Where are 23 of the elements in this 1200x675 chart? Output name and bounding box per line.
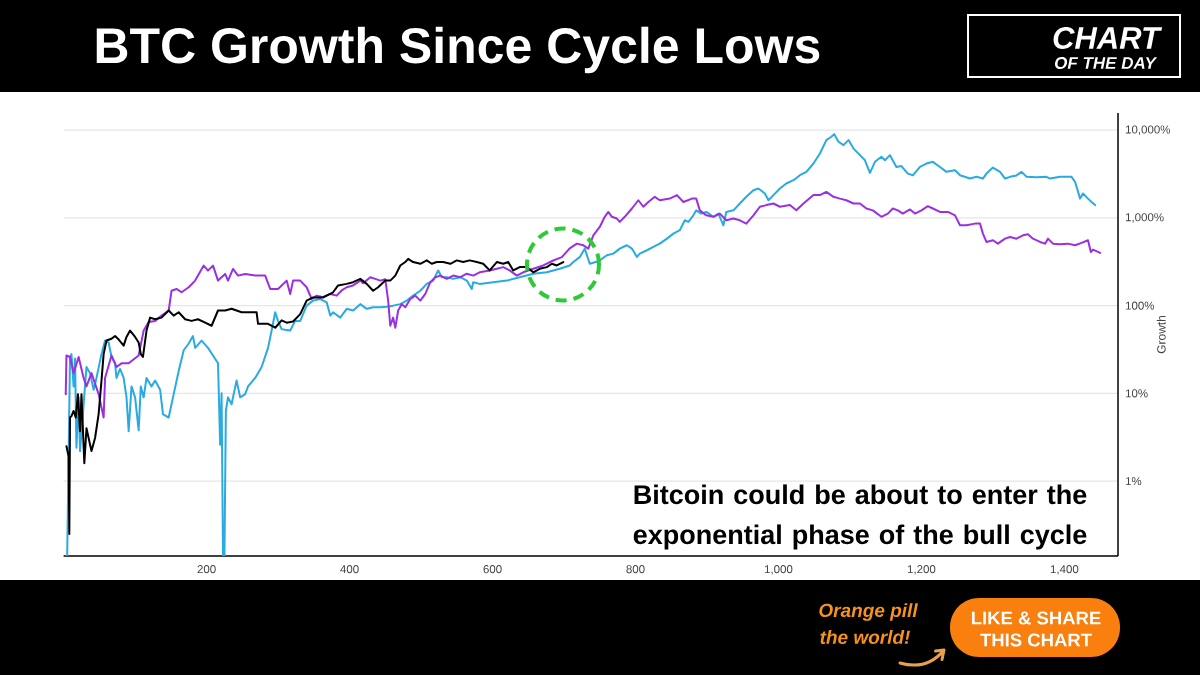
text: CHART xyxy=(1053,27,1163,49)
y-tick-label: 1% xyxy=(1125,477,1142,486)
x-tick-label: 400 xyxy=(340,565,359,574)
y-tick-label: 100% xyxy=(1125,301,1155,310)
x-tick-label: 1,000 xyxy=(764,565,793,575)
line-series xyxy=(66,133,1097,556)
text: LIKE & SHARE xyxy=(971,611,1101,625)
text: Orange pill xyxy=(819,603,918,621)
y-tick-label: 1,000% xyxy=(1125,213,1164,223)
line-series xyxy=(64,190,1102,419)
x-tick-label: 1,200 xyxy=(907,565,936,575)
x-tick-label: 800 xyxy=(626,565,645,574)
text: OF THE DAY xyxy=(1054,56,1158,69)
y-tick-label: 10% xyxy=(1125,389,1148,398)
text: THIS CHART xyxy=(980,633,1092,647)
x-tick-label: 200 xyxy=(197,565,216,574)
annotation: Bitcoin could be about to enter the exponential phase of the bull cycle xyxy=(633,484,1087,550)
y-axis-title: Growth xyxy=(1156,315,1166,354)
chart-title: BTC Growth Since Cycle Lows xyxy=(96,26,820,74)
x-tick-label: 1,400 xyxy=(1050,565,1079,575)
y-tick-label: 10,000% xyxy=(1125,125,1171,135)
text: the world! xyxy=(820,630,911,644)
x-tick-label: 600 xyxy=(483,565,502,574)
